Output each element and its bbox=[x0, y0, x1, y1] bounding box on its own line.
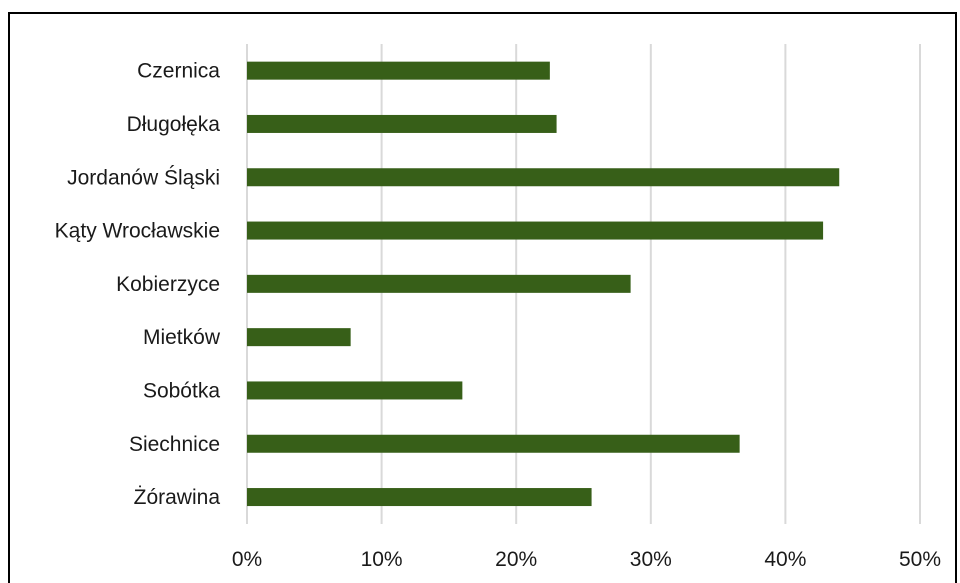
bar bbox=[247, 62, 550, 80]
bar bbox=[247, 275, 631, 293]
category-label: Kobierzyce bbox=[116, 273, 220, 296]
x-tick-label: 50% bbox=[899, 548, 941, 571]
category-label: Siechnice bbox=[129, 433, 220, 456]
x-tick-labels: 0% 10% 20% 30% 40% 50% bbox=[232, 548, 941, 571]
x-tick-label: 20% bbox=[495, 548, 537, 571]
x-tick-label: 30% bbox=[630, 548, 672, 571]
bar bbox=[247, 168, 839, 186]
bar bbox=[247, 488, 592, 506]
bar bbox=[247, 115, 557, 133]
category-label: Mietków bbox=[143, 326, 221, 349]
bar bbox=[247, 381, 462, 399]
category-label: Jordanów Śląski bbox=[67, 165, 220, 189]
bar bbox=[247, 222, 823, 240]
x-tick-label: 0% bbox=[232, 548, 262, 571]
bar bbox=[247, 328, 351, 346]
x-tick-label: 40% bbox=[764, 548, 806, 571]
bars bbox=[247, 62, 839, 506]
category-label: Żórawina bbox=[134, 486, 221, 509]
category-label: Długołęka bbox=[127, 113, 221, 136]
bar bbox=[247, 435, 740, 453]
category-labels: Czernica Długołęka Jordanów Śląski Kąty Wro… bbox=[55, 60, 221, 509]
category-label: Czernica bbox=[137, 60, 220, 83]
x-tick-label: 10% bbox=[361, 548, 403, 571]
category-label: Sobótka bbox=[143, 379, 220, 402]
category-label: Kąty Wrocławskie bbox=[55, 220, 220, 243]
